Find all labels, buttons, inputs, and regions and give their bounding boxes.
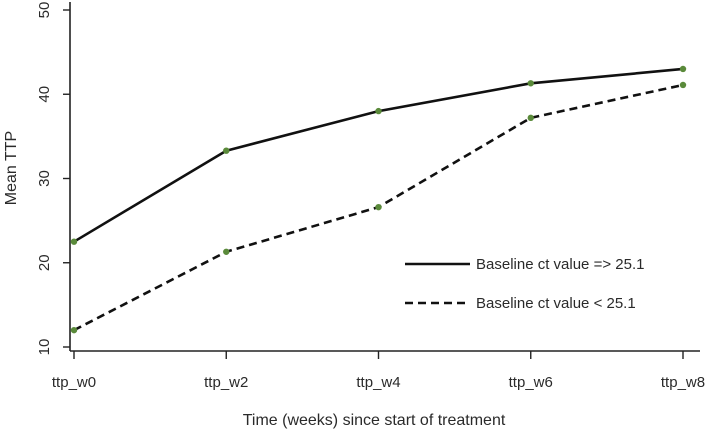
- x-tick-label: ttp_w6: [509, 374, 553, 391]
- x-tick-label: ttp_w8: [661, 374, 705, 391]
- x-tick-label: ttp_w2: [204, 374, 248, 391]
- data-point: [679, 81, 687, 89]
- y-tick-label: 50: [36, 2, 53, 19]
- x-axis-title: Time (weeks) since start of treatment: [243, 412, 506, 429]
- legend-label-2: Baseline ct value < 25.1: [476, 295, 636, 312]
- data-point: [70, 326, 78, 334]
- x-tick-label: ttp_w0: [52, 374, 96, 391]
- data-point: [679, 65, 687, 73]
- legend-label-1: Baseline ct value => 25.1: [476, 256, 644, 273]
- data-point: [527, 80, 534, 87]
- y-tick-label: 20: [36, 254, 53, 271]
- y-axis-title: Mean TTP: [3, 131, 20, 205]
- y-tick-label: 30: [36, 170, 53, 187]
- data-point: [223, 147, 230, 154]
- x-axis: ttp_w0 ttp_w2 ttp_w4 ttp_w6 ttp_w8: [52, 350, 705, 391]
- data-point: [375, 107, 382, 115]
- x-tick-label: ttp_w4: [356, 374, 400, 391]
- y-axis: 10 20 30 40 50: [36, 2, 71, 356]
- data-point: [375, 203, 382, 211]
- y-tick-label: 10: [36, 339, 53, 356]
- data-point: [527, 114, 534, 122]
- legend: Baseline ct value => 25.1 Baseline ct val…: [405, 256, 644, 312]
- series-line-1: [73, 67, 684, 243]
- series-layer: [70, 65, 687, 334]
- y-tick-label: 40: [36, 86, 53, 103]
- data-point: [70, 238, 78, 245]
- data-point: [223, 248, 230, 255]
